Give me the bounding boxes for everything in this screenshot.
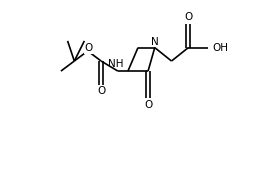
Text: OH: OH [213, 43, 229, 53]
Text: O: O [144, 100, 152, 110]
Text: O: O [84, 43, 93, 53]
Text: NH: NH [108, 59, 124, 69]
Text: N: N [151, 37, 159, 47]
Text: O: O [184, 13, 192, 22]
Text: O: O [97, 86, 105, 96]
